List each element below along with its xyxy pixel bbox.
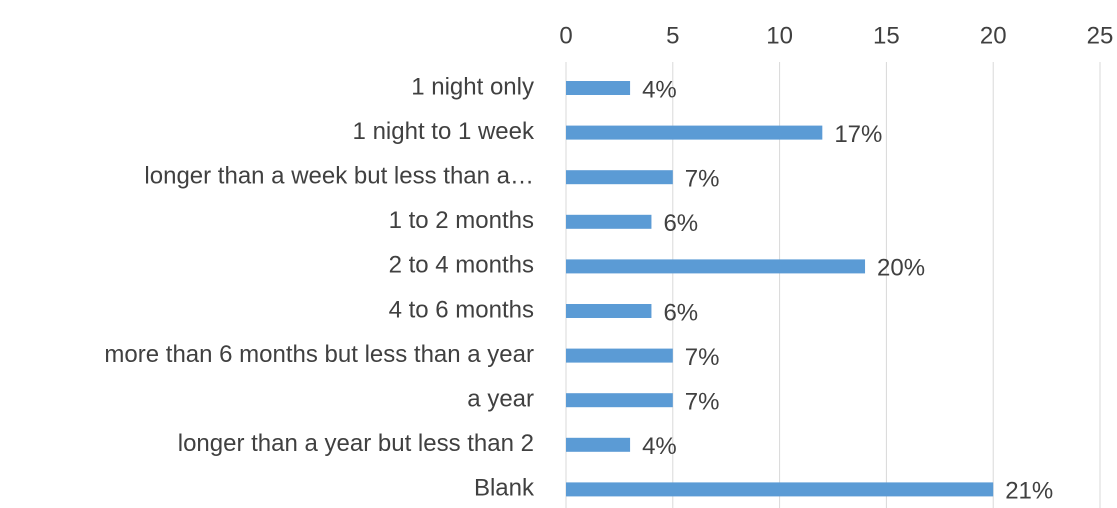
- data-labels: 4% 17% 7% 6% 20% 6% 7% 7% 4% 21%: [642, 76, 1053, 504]
- category-label: Blank: [474, 475, 535, 502]
- category-labels: 1 night only 1 night to 1 week longer than…: [104, 73, 535, 501]
- bar: [566, 214, 652, 229]
- bar: [566, 125, 823, 140]
- bar: [566, 437, 631, 452]
- category-label: 1 night only: [411, 73, 534, 100]
- bar: [566, 259, 866, 274]
- data-label: 7%: [685, 344, 720, 371]
- category-label: 2 to 4 months: [389, 252, 534, 279]
- bar: [566, 304, 652, 318]
- data-label: 7%: [685, 166, 720, 193]
- x-tick-label: 5: [666, 22, 679, 49]
- data-label: 4%: [642, 76, 677, 103]
- x-tick-label: 0: [559, 22, 572, 49]
- category-label: 1 to 2 months: [389, 207, 534, 234]
- data-label: 20%: [877, 255, 925, 282]
- category-label: a year: [467, 386, 534, 413]
- bar: [566, 393, 673, 408]
- bar: [566, 482, 994, 497]
- category-label: 1 night to 1 week: [353, 118, 535, 145]
- x-tick-label: 10: [766, 22, 793, 49]
- data-label: 6%: [663, 210, 698, 237]
- x-axis-ticks: 0 5 10 15 20 25: [559, 22, 1113, 49]
- data-label: 4%: [642, 433, 677, 460]
- data-label: 17%: [834, 121, 882, 148]
- category-label: 4 to 6 months: [389, 296, 534, 323]
- category-label: more than 6 months but less than a year: [104, 341, 534, 368]
- data-label: 7%: [685, 389, 720, 416]
- data-label: 6%: [663, 299, 698, 326]
- bar: [566, 348, 673, 363]
- category-label: longer than a week but less than a…: [144, 163, 534, 190]
- x-tick-label: 15: [873, 22, 900, 49]
- bar: [566, 170, 673, 185]
- category-label: longer than a year but less than 2: [178, 430, 534, 457]
- x-tick-label: 20: [980, 22, 1007, 49]
- x-tick-label: 25: [1087, 22, 1114, 49]
- bar: [566, 81, 631, 95]
- bars: [566, 81, 994, 497]
- data-label: 21%: [1005, 478, 1053, 505]
